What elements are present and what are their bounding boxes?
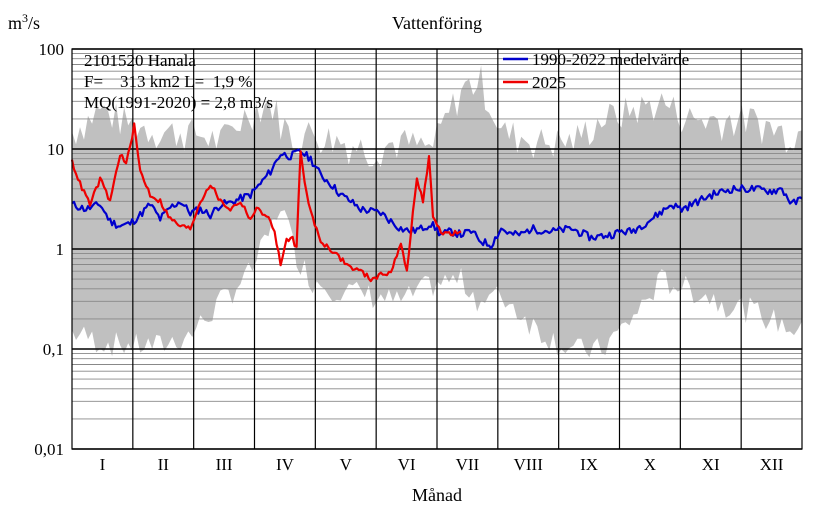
series-layer [70, 122, 803, 283]
y-axis-label-suffix: /s [28, 13, 40, 33]
month-label: V [340, 455, 353, 474]
series-mean-line [71, 148, 803, 250]
month-label: VII [456, 455, 480, 474]
info-line-station: 2101520 Hanala [84, 51, 196, 70]
series-2025-line [70, 122, 462, 283]
y-axis-label-sup: 3 [22, 11, 28, 25]
month-label: IV [276, 455, 295, 474]
month-label: XII [760, 455, 784, 474]
station-info: 2101520 Hanala F= 313 km2 L= 1,9 % MQ(19… [84, 51, 273, 112]
y-tick-label: 100 [39, 40, 65, 59]
legend-label-2025: 2025 [532, 73, 566, 92]
y-tick-label: 0,1 [43, 340, 64, 359]
x-axis-label: Månad [412, 485, 462, 505]
legend: 1990-2022 medelvärde 2025 [503, 50, 689, 92]
legend-label-mean: 1990-2022 medelvärde [532, 50, 689, 69]
info-line-mq: MQ(1991-2020) = 2,8 m3/s [84, 93, 273, 112]
month-label: VIII [514, 455, 544, 474]
month-label: XI [702, 455, 720, 474]
y-tick-label: 0,01 [34, 440, 64, 459]
month-label: II [158, 455, 170, 474]
y-axis-label-base: m [8, 13, 22, 33]
y-tick-label: 1 [56, 240, 65, 259]
month-label: VI [398, 455, 416, 474]
month-label: X [644, 455, 656, 474]
chart-title: Vattenföring [392, 13, 482, 33]
y-tick-label: 10 [47, 140, 64, 159]
month-label: III [216, 455, 233, 474]
plot-frame [71, 48, 803, 450]
month-label: IX [580, 455, 598, 474]
y-axis-label: m3/s [8, 11, 40, 33]
month-labels: I II III IV V VI VII VIII IX X XI XII [100, 455, 784, 474]
y-tick-labels: 100 10 1 0,1 0,01 [34, 40, 64, 459]
month-label: I [100, 455, 106, 474]
info-line-area: F= 313 km2 L= 1,9 % [84, 72, 252, 91]
